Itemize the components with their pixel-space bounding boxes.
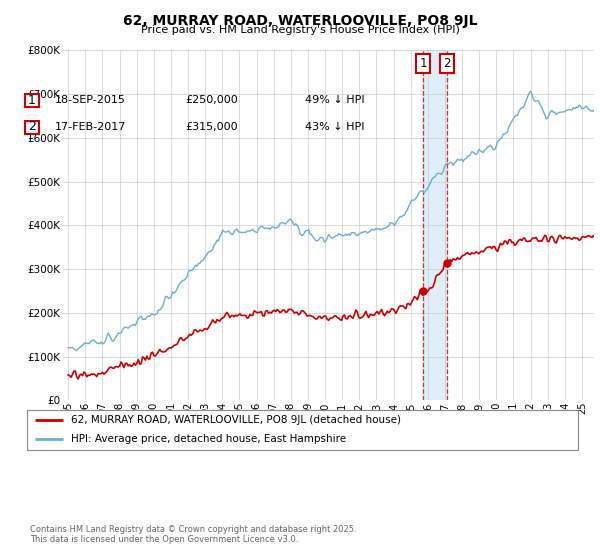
Text: £315,000: £315,000: [185, 122, 238, 132]
Text: 2: 2: [28, 120, 36, 133]
Text: 1: 1: [28, 94, 36, 106]
Bar: [423, 50, 447, 400]
Text: 18-SEP-2015: 18-SEP-2015: [55, 95, 126, 105]
FancyBboxPatch shape: [27, 410, 578, 450]
Text: 17-FEB-2017: 17-FEB-2017: [55, 122, 127, 132]
Text: HPI: Average price, detached house, East Hampshire: HPI: Average price, detached house, East…: [71, 435, 347, 445]
Text: Price paid vs. HM Land Registry's House Price Index (HPI): Price paid vs. HM Land Registry's House …: [140, 25, 460, 35]
FancyBboxPatch shape: [25, 94, 39, 106]
Text: Contains HM Land Registry data © Crown copyright and database right 2025.
This d: Contains HM Land Registry data © Crown c…: [30, 525, 356, 544]
Text: 62, MURRAY ROAD, WATERLOOVILLE, PO8 9JL: 62, MURRAY ROAD, WATERLOOVILLE, PO8 9JL: [123, 14, 477, 28]
Text: 1: 1: [419, 57, 427, 70]
Text: £250,000: £250,000: [185, 95, 238, 105]
FancyBboxPatch shape: [25, 120, 39, 133]
Text: 62, MURRAY ROAD, WATERLOOVILLE, PO8 9JL (detached house): 62, MURRAY ROAD, WATERLOOVILLE, PO8 9JL …: [71, 415, 401, 425]
Text: 43% ↓ HPI: 43% ↓ HPI: [305, 122, 365, 132]
Text: 2: 2: [443, 57, 451, 70]
Text: 49% ↓ HPI: 49% ↓ HPI: [305, 95, 365, 105]
